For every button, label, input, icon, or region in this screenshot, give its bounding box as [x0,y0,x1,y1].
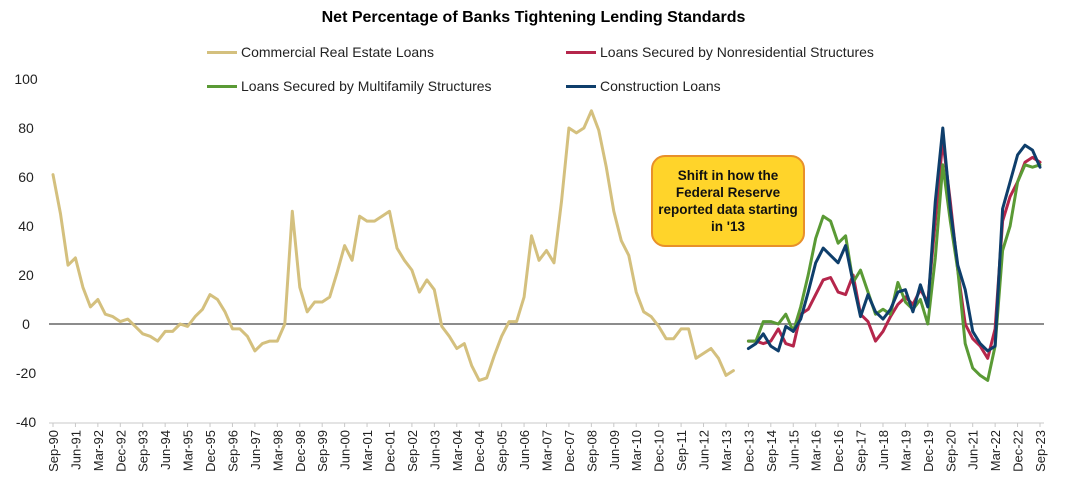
y-tick-label: 40 [18,218,34,234]
x-tick-label: Jun-06 [517,430,532,470]
legend-label-construction: Construction Loans [600,78,721,94]
x-tick-label: Dec-07 [562,430,577,472]
x-tick-label: Dec-95 [203,430,218,472]
series-line-1 [746,138,1042,360]
x-tick-label: Mar-16 [809,430,824,471]
legend-item-commercial-real-estate: Commercial Real Estate Loans [207,44,434,60]
legend-swatch-nonresidential [566,50,596,54]
x-tick-label: Jun-18 [876,430,891,470]
y-tick-label: -40 [16,414,36,430]
y-tick-label: 60 [18,169,34,185]
y-tick-label: 100 [14,71,38,87]
x-tick-label: Jun-15 [786,430,801,470]
x-tick-label: Jun-09 [607,430,622,470]
x-tick-label: Sep-05 [495,430,510,472]
x-tick-label: Sep-11 [674,430,689,471]
series-line-3 [746,126,1042,353]
x-tick-label: Dec-13 [741,430,756,472]
x-tick-label: Jun-21 [966,430,981,470]
x-tick-label: Mar-13 [719,430,734,471]
legend-swatch-construction [566,84,596,88]
x-tick-label: Mar-01 [360,430,375,471]
legend-item-nonresidential: Loans Secured by Nonresidential Structur… [566,44,874,60]
legend-swatch-multifamily [207,84,237,88]
x-tick-label: Mar-19 [898,430,913,471]
annotation-callout: Shift in how the Federal Reserve reporte… [651,155,805,247]
chart-title: Net Percentage of Banks Tightening Lendi… [321,9,746,26]
legend-swatch-commercial-real-estate [207,50,237,54]
legend-label-commercial-real-estate: Commercial Real Estate Loans [241,44,434,60]
x-tick-label: Dec-92 [113,430,128,472]
y-tick-label: -20 [16,365,36,381]
x-tick-label: Sep-08 [584,430,599,472]
x-tick-label: Mar-98 [270,430,285,471]
x-tick-label: Mar-92 [91,430,106,471]
x-tick-label: Jun-03 [427,430,442,470]
legend-item-multifamily: Loans Secured by Multifamily Structures [207,78,492,94]
x-tick-label: Dec-04 [472,430,487,472]
x-tick-label: Dec-98 [293,430,308,472]
x-tick-label: Mar-95 [181,430,196,471]
x-tick-label: Jun-94 [158,430,173,470]
y-tick-label: 0 [22,316,30,332]
x-tick-label: Dec-22 [1011,430,1026,472]
x-tick-label: Sep-23 [1033,430,1048,472]
y-tick-label: 20 [18,267,34,283]
x-tick-label: Mar-07 [540,430,555,471]
x-tick-label: Dec-16 [831,430,846,472]
x-tick-label: Dec-19 [921,430,936,472]
x-tick-label: Jun-91 [68,430,83,470]
x-tick-label: Sep-93 [136,430,151,472]
x-tick-label: Dec-01 [382,430,397,472]
x-tick-label: Jun-00 [338,430,353,470]
series-line-0 [51,109,735,382]
x-tick-label: Sep-02 [405,430,420,472]
x-tick-label: Sep-90 [46,430,61,472]
x-tick-label: Mar-10 [629,430,644,471]
legend-item-construction: Construction Loans [566,78,721,94]
x-tick-label: Jun-97 [248,430,263,470]
x-tick-label: Mar-04 [450,430,465,471]
legend-label-multifamily: Loans Secured by Multifamily Structures [241,78,492,94]
x-tick-label: Sep-14 [764,430,779,472]
x-tick-label: Sep-20 [943,430,958,472]
x-tick-label: Sep-99 [315,430,330,472]
legend-label-nonresidential: Loans Secured by Nonresidential Structur… [600,44,874,60]
x-tick-label: Sep-17 [854,430,869,472]
x-tick-label: Mar-22 [988,430,1003,471]
x-tick-label: Sep-96 [225,430,240,472]
x-tick-label: Jun-12 [697,430,712,470]
x-tick-label: Dec-10 [652,430,667,472]
y-tick-label: 80 [18,120,34,136]
